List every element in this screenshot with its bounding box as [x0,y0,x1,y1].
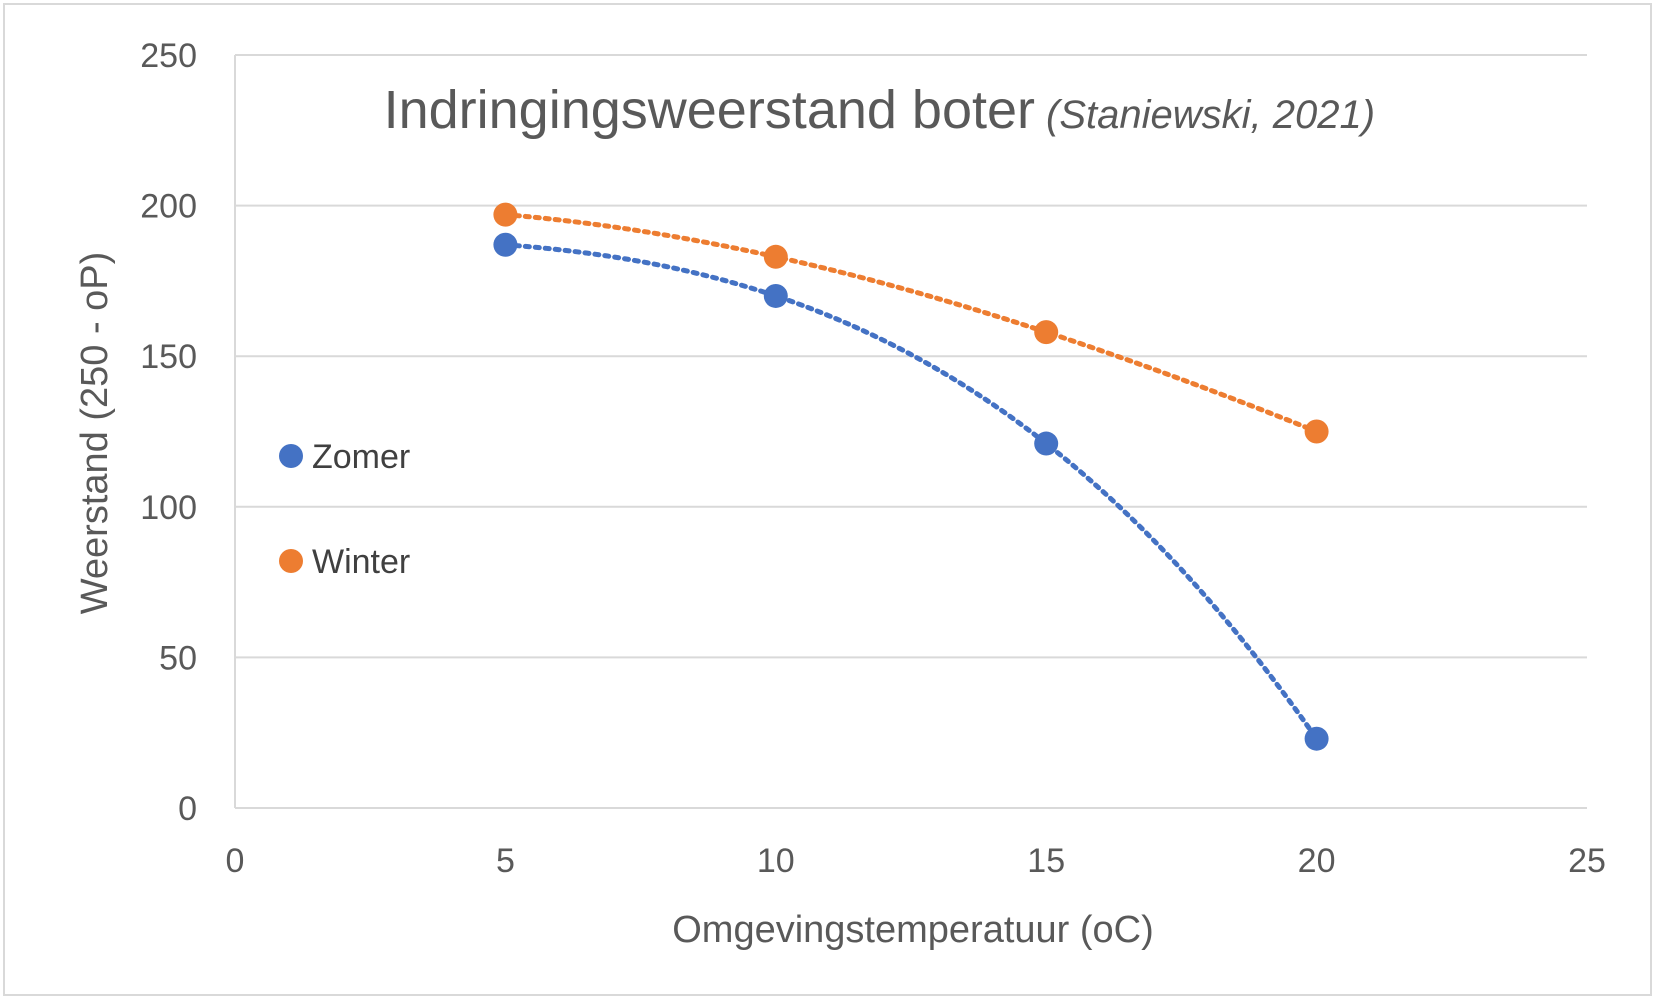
y-tick-label: 100 [140,489,197,527]
data-point-zomer [763,283,788,308]
data-point-winter [493,202,518,227]
chart-title: Indringingsweerstand boter [384,80,1035,140]
x-axis-ticks: 0 5 10 15 20 25 [226,842,1606,880]
x-tick-label: 15 [1027,842,1065,880]
y-tick-label: 50 [159,639,197,677]
x-tick-label: 0 [226,842,245,880]
data-point-winter [1034,320,1059,345]
y-tick-label: 150 [140,338,197,376]
y-tick-label: 250 [140,37,197,75]
trendlines [502,212,1320,742]
x-axis-title: Omgevingstemperatuur (oC) [672,909,1154,951]
legend-label-zomer: Zomer [312,438,410,476]
x-tick-label: 20 [1298,842,1336,880]
y-axis-ticks: 0 50 100 150 200 250 [140,37,197,828]
data-point-zomer [493,232,518,257]
legend-marker-winter [279,549,303,573]
trendline-winter [502,212,1320,434]
chart-frame [3,3,1652,996]
data-points [493,202,1329,751]
data-point-zomer [1304,726,1329,751]
legend-label-winter: Winter [312,543,410,581]
x-tick-label: 10 [757,842,795,880]
gridlines [234,54,1587,809]
x-tick-label: 25 [1568,842,1606,880]
data-point-zomer [1034,431,1059,456]
legend-item-zomer: Zomer [279,438,410,476]
x-tick-label: 5 [496,842,515,880]
data-point-winter [763,244,788,269]
legend-item-winter: Winter [279,543,410,581]
y-tick-label: 200 [140,188,197,226]
data-point-winter [1304,419,1329,444]
y-tick-label: 0 [178,790,197,828]
chart-subtitle: (Staniewski, 2021) [1046,93,1375,137]
y-axis-title: Weerstand (250 - oP) [74,252,116,615]
legend: Zomer Winter [279,438,410,581]
legend-marker-zomer [279,444,303,468]
trendline-zomer [502,242,1320,742]
